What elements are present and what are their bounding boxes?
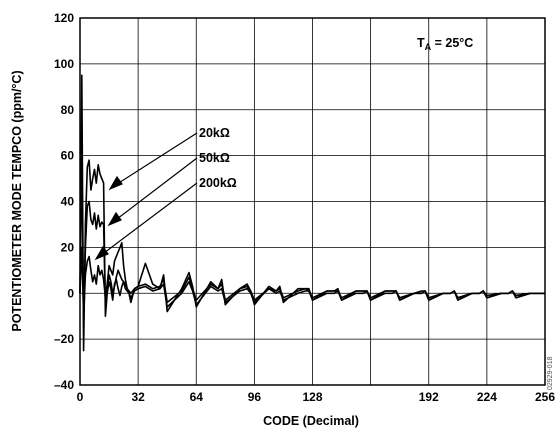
y-tick-label: 0 — [67, 286, 74, 300]
y-tick-label: 100 — [54, 57, 74, 71]
series-line-2 — [79, 242, 545, 317]
x-tick-label: 224 — [477, 390, 497, 404]
arrowhead-200k — [94, 245, 109, 261]
x-tick-label: 128 — [302, 390, 322, 404]
x-axis-title: CODE (Decimal) — [263, 414, 359, 428]
arrowhead-20k — [108, 175, 123, 191]
arrow-200k — [99, 182, 198, 257]
arrow-20k — [113, 132, 198, 187]
y-tick-label: –40 — [54, 378, 74, 392]
x-tick-label: 0 — [77, 390, 84, 404]
x-tick-labels: 0 32 64 96 128 192 224 256 — [77, 390, 556, 404]
arrowhead-50k — [107, 211, 122, 227]
legend-label-200k: 200kΩ — [199, 176, 237, 190]
plot-frame — [79, 17, 546, 386]
x-tick-label: 192 — [419, 390, 439, 404]
ta-rest: = 25°C — [431, 36, 473, 50]
legend-label-50k: 50kΩ — [199, 151, 230, 165]
y-tick-label: –20 — [54, 332, 74, 346]
legend-arrows — [94, 132, 198, 261]
y-tick-label: 60 — [61, 149, 75, 163]
arrow-50k — [112, 157, 198, 223]
x-tick-label: 32 — [131, 390, 145, 404]
grid — [79, 17, 546, 386]
y-tick-label: 40 — [61, 195, 75, 209]
x-tick-label: 96 — [248, 390, 262, 404]
ta-sub: A — [425, 42, 432, 52]
y-tick-labels: –40 –20 0 20 40 60 80 100 120 — [54, 11, 74, 392]
legend-label-20k: 20kΩ — [199, 126, 230, 140]
figure-code: 02929-018 — [547, 356, 554, 390]
x-tick-label: 256 — [535, 390, 555, 404]
y-tick-label: 120 — [54, 11, 74, 25]
ta-main: T — [417, 36, 425, 50]
y-tick-label: 20 — [61, 240, 75, 254]
y-axis-title: POTENTIOMETER MODE TEMPCO (ppm/°C) — [10, 70, 24, 331]
temperature-annotation: TA = 25°C — [417, 36, 473, 52]
x-tick-label: 64 — [190, 390, 204, 404]
series-layer — [79, 74, 545, 352]
y-tick-label: 80 — [61, 103, 75, 117]
